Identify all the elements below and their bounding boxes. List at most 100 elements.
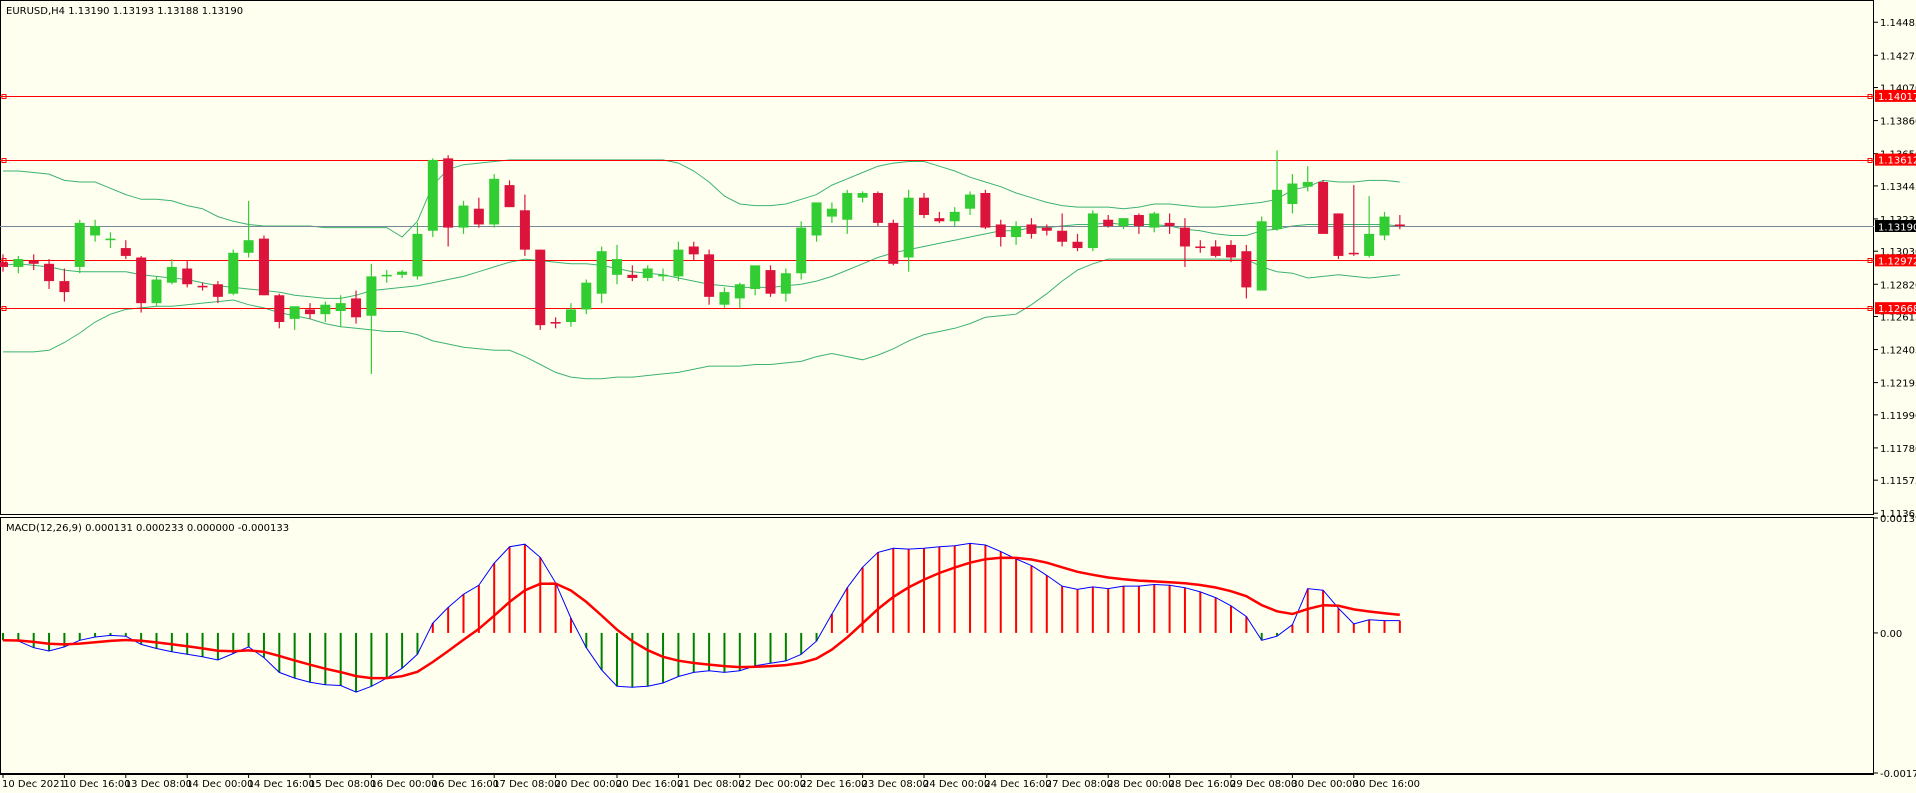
band-upper-line (3, 159, 1400, 238)
candle-body (826, 208, 837, 217)
candle (1302, 166, 1313, 192)
candle (565, 303, 576, 327)
candle (320, 301, 331, 323)
candle (1272, 150, 1283, 231)
candle (120, 240, 131, 260)
candle-body (197, 285, 208, 288)
level-handle-left-1[interactable] (1, 158, 7, 163)
level-price-label: 1.12668 (1878, 304, 1916, 315)
candle-body (903, 197, 914, 258)
candle (1318, 180, 1329, 234)
candle-body (1041, 227, 1052, 231)
candle (289, 306, 300, 330)
candle (0, 254, 8, 272)
time-tick-label: 10 Dec 2021 (2, 779, 66, 790)
candle (857, 191, 868, 203)
candle-body (965, 194, 976, 209)
candle (274, 293, 285, 329)
candle-body (1026, 224, 1037, 234)
candle-body (59, 281, 70, 293)
time-tick-label: 14 Dec 16:00 (248, 779, 315, 790)
candle-body (565, 309, 576, 323)
candle-body (1164, 222, 1175, 227)
candle-body (1394, 224, 1405, 227)
candle (1364, 196, 1375, 258)
candle (780, 268, 791, 302)
time-tick-label: 23 Dec 08:00 (862, 779, 929, 790)
candle (1164, 213, 1175, 234)
price-tick-label: 1.12820 (1880, 280, 1916, 291)
candle (182, 260, 193, 288)
level-handle-right-0[interactable] (1867, 94, 1873, 99)
price-tick-label: 1.12405 (1880, 346, 1916, 357)
candle-body (1272, 189, 1283, 230)
level-handle-right-2[interactable] (1867, 258, 1873, 263)
candle (965, 191, 976, 216)
candle (1195, 240, 1206, 253)
macd-signal-line (2, 556, 1400, 680)
band-lower-line (3, 258, 1400, 380)
candle-body (13, 259, 24, 267)
candle-body (1103, 219, 1114, 227)
candle-body (1133, 215, 1144, 227)
candle-body (1364, 233, 1375, 256)
level-price-badge (1875, 89, 1916, 102)
candle (519, 194, 530, 256)
candle (212, 281, 223, 304)
candle (826, 202, 837, 223)
candle-body (842, 192, 853, 220)
candle-body (1087, 213, 1098, 249)
candle (1210, 240, 1221, 258)
price-tick-label: 1.14070 (1880, 84, 1916, 95)
candle (473, 197, 484, 228)
candle (796, 221, 807, 280)
candle-body (919, 197, 929, 216)
candle-body (258, 238, 269, 296)
candle-body (995, 224, 1006, 238)
time-tick-label: 21 Dec 08:00 (677, 779, 744, 790)
candle-body (28, 260, 39, 264)
candle-body (734, 284, 745, 299)
price-axis: 1.144851.142751.140701.138601.136501.134… (1874, 18, 1916, 520)
candle (489, 174, 500, 228)
level-price-label: 1.12972 (1878, 256, 1916, 267)
candle-body (1072, 241, 1083, 249)
candle (166, 259, 177, 285)
candle (427, 158, 438, 238)
candle (335, 295, 346, 327)
level-handle-left-3[interactable] (1, 306, 7, 311)
candle (1348, 185, 1359, 256)
horizontal-levels[interactable] (0, 94, 1874, 311)
current-price-label: 1.13190 (1878, 223, 1916, 234)
level-handle-left-0[interactable] (1, 94, 7, 99)
candle (1226, 240, 1236, 263)
candle-body (243, 240, 254, 253)
current-price-badge (1875, 220, 1916, 232)
candle-body (658, 274, 669, 277)
level-price-badge (1875, 153, 1916, 166)
candle (136, 255, 147, 313)
candle (1026, 218, 1037, 239)
time-tick-label: 24 Dec 00:00 (923, 779, 990, 790)
level-handle-right-1[interactable] (1867, 158, 1873, 163)
candle-body (366, 276, 377, 316)
candle (1333, 213, 1344, 260)
level-handle-right-3[interactable] (1867, 306, 1873, 311)
price-tick-label: 1.11780 (1880, 444, 1916, 455)
candle-body (550, 322, 561, 324)
candle (243, 200, 254, 258)
candle-body (888, 222, 899, 264)
time-tick-label: 16 Dec 00:00 (370, 779, 437, 790)
candle (627, 265, 638, 282)
candle (151, 276, 162, 307)
level-price-label: 1.13612 (1878, 156, 1916, 167)
candle (1241, 244, 1252, 299)
candlestick-series (0, 150, 1405, 374)
candle (673, 241, 684, 282)
candle-body (642, 268, 653, 278)
candle-body (151, 279, 162, 304)
candle-body (1333, 213, 1344, 256)
candle-body (473, 208, 484, 225)
